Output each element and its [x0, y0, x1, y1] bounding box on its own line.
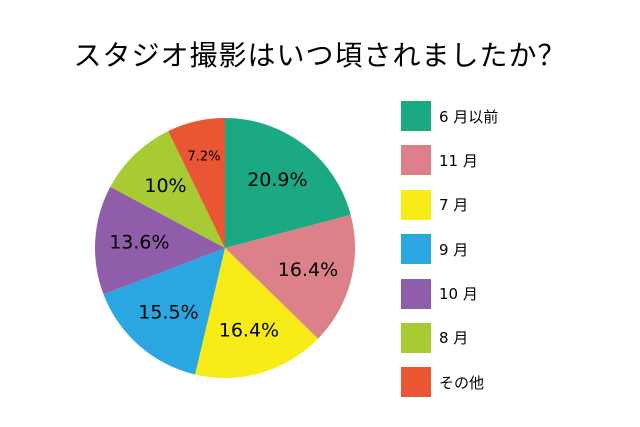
legend-swatch: [401, 189, 431, 220]
slice-value-label: 13.6%: [109, 232, 169, 254]
slice-value-label: 16.4%: [219, 319, 279, 341]
legend-item-7: その他: [401, 367, 541, 398]
legend-label: 6 月以前: [439, 107, 499, 126]
slice-value-label: 15.5%: [138, 302, 198, 324]
legend-item-5: 10 月: [401, 278, 541, 309]
legend-item-4: 9 月: [401, 234, 541, 265]
slice-value-label: 10%: [144, 175, 186, 197]
legend-swatch: [401, 145, 431, 176]
pie-slice: [195, 248, 319, 378]
pie-slice: [103, 248, 225, 375]
slice-value-label: 16.4%: [278, 259, 338, 281]
legend-swatch: [401, 367, 431, 398]
pie-slice: [225, 214, 355, 339]
legend-swatch: [401, 101, 431, 131]
pie-slice: [168, 118, 225, 248]
pie-slice: [110, 131, 225, 248]
pie-slice: [225, 118, 351, 248]
slice-value-label: 7.2%: [187, 149, 220, 164]
legend-label: 11 月: [439, 151, 478, 170]
legend-item-2: 11 月: [401, 145, 541, 176]
legend-swatch: [401, 322, 431, 353]
chart-title: スタジオ撮影はいつ頃されましたか？: [73, 39, 567, 72]
legend-label: 10 月: [439, 285, 478, 304]
legend-swatch: [401, 278, 431, 309]
legend-label: 9 月: [439, 240, 469, 259]
legend-label: 7 月: [439, 196, 469, 215]
legend-label: その他: [439, 373, 485, 392]
legend-item-1: 6 月以前: [401, 101, 541, 131]
legend-item-6: 8 月: [401, 322, 541, 353]
slice-value-label: 20.9%: [247, 169, 307, 191]
legend-item-3: 7 月: [401, 189, 541, 220]
pie-slice: [95, 186, 225, 295]
legend: 6 月以前 11 月 7 月 9 月 10 月 8 月 その他: [401, 101, 541, 412]
legend-swatch: [401, 234, 431, 265]
legend-label: 8 月: [439, 329, 469, 348]
